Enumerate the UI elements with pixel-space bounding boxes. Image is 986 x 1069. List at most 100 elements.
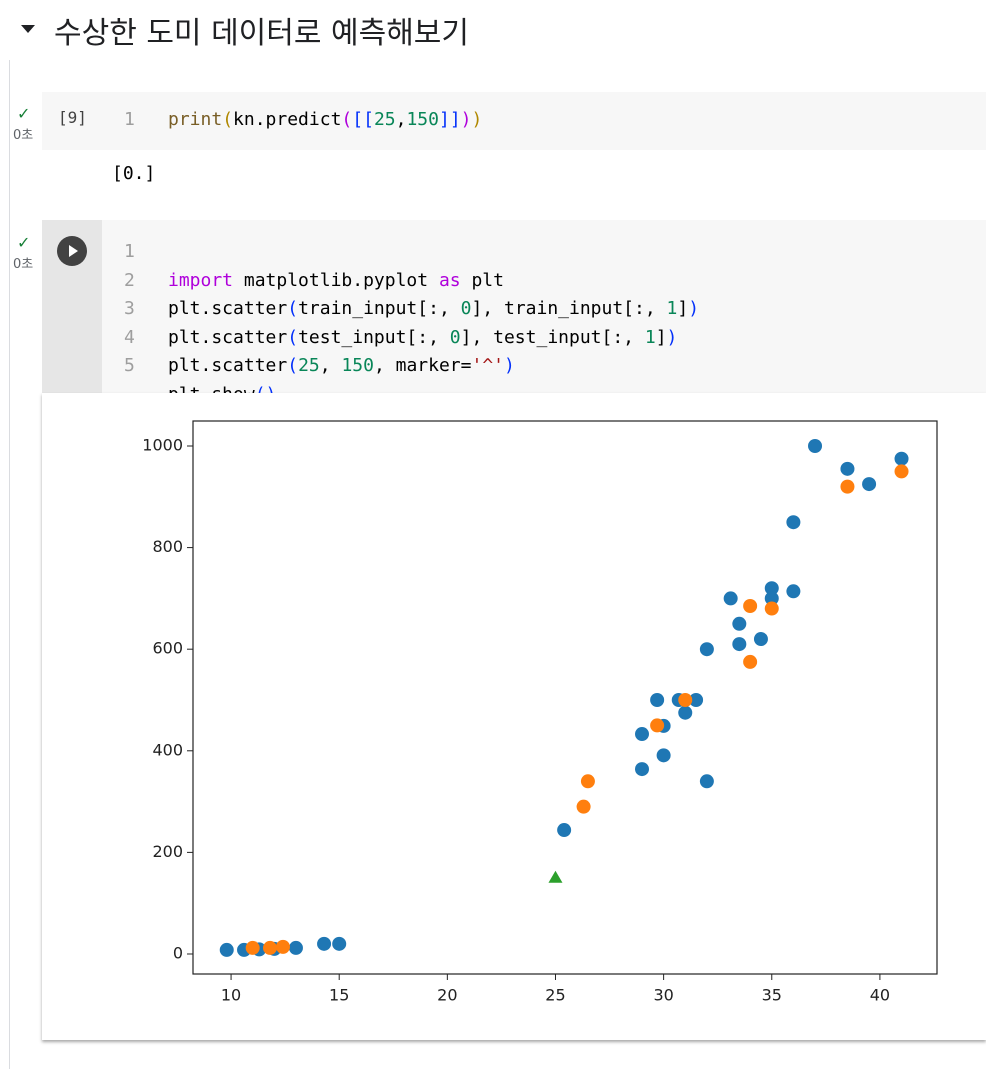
x-tick-label: 30	[653, 986, 673, 1005]
point	[689, 692, 704, 707]
code-token: kn.predict	[233, 109, 342, 130]
point	[862, 477, 877, 492]
code-cell[interactable]	[42, 92, 986, 150]
point	[634, 762, 649, 777]
axes-frame	[192, 420, 938, 975]
code-token: (	[287, 355, 299, 376]
code-token: ], train_input[:,	[471, 298, 667, 319]
point	[634, 727, 649, 742]
point	[699, 642, 714, 657]
code-token: (	[287, 298, 299, 319]
code-line: plt.scatter(test_input[:, 0], test_input…	[168, 324, 699, 353]
code-token: plt	[460, 269, 504, 291]
point	[288, 940, 303, 955]
cell-output: [0.]	[112, 163, 156, 184]
code-token: print	[168, 109, 223, 130]
section-border	[9, 60, 10, 1069]
point	[650, 692, 665, 707]
point	[786, 515, 801, 530]
code-token: 25	[298, 355, 320, 376]
y-tick-label: 1000	[142, 435, 183, 454]
point	[580, 774, 595, 789]
point	[317, 936, 332, 951]
point	[245, 940, 260, 955]
code-token: )	[471, 109, 483, 130]
run-time: 0초	[13, 128, 34, 143]
x-tick-label: 10	[221, 986, 241, 1005]
code-token: matplotlib.pyplot	[233, 269, 439, 291]
code-token: (	[341, 109, 353, 130]
code-token: 0	[460, 298, 472, 319]
code-token: )	[504, 355, 515, 376]
point	[723, 591, 738, 606]
code-token: ,	[395, 109, 407, 130]
y-tick-label: 0	[173, 943, 183, 962]
point	[840, 461, 855, 476]
collapse-toggle[interactable]	[19, 22, 37, 36]
y-tick-label: 200	[152, 842, 183, 861]
point	[548, 870, 563, 883]
code-token: )	[688, 298, 700, 319]
point	[753, 632, 768, 647]
code-block: import matplotlib.pyplot as plt plt.scatt…	[168, 238, 699, 409]
code-token: test_input[:,	[298, 326, 450, 348]
code-token: plt.scatter	[168, 326, 288, 348]
code-cell[interactable]	[42, 220, 986, 393]
code-token: train_input[:,	[298, 298, 461, 319]
code-token: )	[460, 109, 472, 130]
point	[219, 942, 234, 957]
point	[743, 599, 758, 614]
point	[576, 799, 591, 814]
y-tick-label: 800	[152, 537, 183, 556]
code-token: plt.scatter	[168, 298, 288, 319]
x-tick-label: 35	[762, 986, 782, 1005]
point	[764, 581, 779, 596]
y-tick-label: 400	[152, 740, 183, 759]
x-tick-label: 20	[437, 986, 457, 1005]
code-token: (	[222, 109, 234, 130]
code-token: ]	[655, 326, 667, 348]
point	[894, 464, 909, 479]
point	[678, 705, 693, 720]
point	[732, 616, 747, 631]
code-line: import matplotlib.pyplot as plt	[168, 267, 699, 296]
code-token: as	[438, 269, 461, 291]
code-line: print(kn.predict([[25,150]]))	[168, 109, 482, 130]
point	[699, 774, 714, 789]
point	[840, 479, 855, 494]
line-number: 5	[124, 355, 135, 376]
code-token: 1	[666, 298, 678, 319]
run-button[interactable]	[56, 235, 88, 267]
code-token: ], test_input[:,	[460, 326, 645, 348]
x-tick-label: 40	[870, 986, 890, 1005]
code-line: plt.scatter(train_input[:, 0], train_inp…	[168, 295, 699, 324]
code-token: 1	[644, 326, 656, 348]
point	[656, 748, 671, 763]
code-line: plt.scatter(25, 150, marker='^')	[168, 352, 699, 381]
line-number: 1	[124, 241, 135, 262]
point	[743, 654, 758, 669]
point	[732, 637, 747, 652]
execution-count: [9]	[58, 108, 87, 127]
code-token: ]]	[438, 109, 461, 130]
point	[678, 692, 693, 707]
line-numbers: 1 2 3 4 5	[124, 238, 135, 381]
line-number: 4	[124, 326, 135, 348]
run-time: 0초	[13, 257, 34, 272]
point	[894, 451, 909, 466]
run-status-icon: ✓	[17, 104, 31, 123]
code-token: ,	[319, 355, 342, 376]
code-token: 0	[449, 326, 461, 348]
code-token: )	[666, 326, 678, 348]
run-status-icon: ✓	[17, 233, 31, 252]
line-number: 2	[124, 269, 135, 291]
code-token: import	[168, 269, 234, 291]
line-number: 1	[124, 109, 135, 130]
point	[557, 823, 572, 838]
output-panel	[42, 393, 986, 1040]
point	[332, 936, 347, 951]
code-token: 150	[406, 109, 439, 130]
code-token: (	[287, 326, 299, 348]
point	[764, 601, 779, 616]
